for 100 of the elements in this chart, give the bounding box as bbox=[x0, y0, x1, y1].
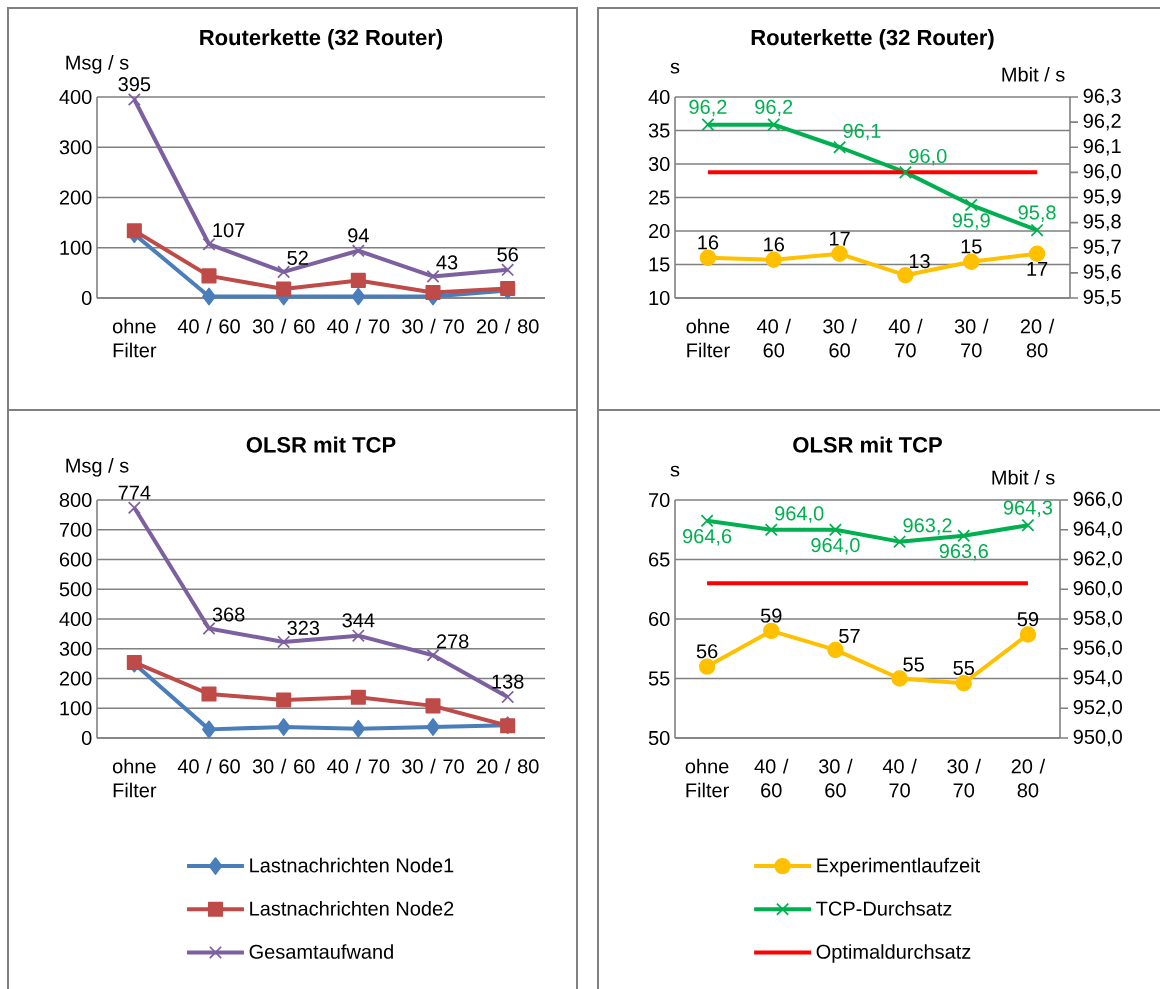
point bbox=[426, 648, 440, 662]
data-label: 52 bbox=[287, 250, 308, 265]
data-label: 43 bbox=[436, 255, 458, 270]
point bbox=[1021, 518, 1035, 532]
data-label: 17 bbox=[1027, 262, 1048, 276]
y-tick-label: 100 bbox=[60, 701, 92, 716]
point bbox=[201, 268, 217, 284]
point bbox=[955, 675, 972, 692]
x-tick-label: 30 / 70 bbox=[954, 318, 989, 358]
x-tick-label: 40 / 60 bbox=[754, 758, 789, 798]
data-label: 964,3 bbox=[1003, 500, 1053, 518]
data-label: 964,0 bbox=[775, 506, 824, 523]
point bbox=[426, 269, 440, 283]
y2-tick-label: 962,0 bbox=[1073, 551, 1122, 568]
data-label: 56 bbox=[696, 644, 718, 659]
point bbox=[700, 514, 714, 528]
y-tick-label: 30 bbox=[648, 156, 670, 172]
point bbox=[964, 198, 978, 212]
point bbox=[893, 535, 907, 549]
y2-tick-label: 95,7 bbox=[1083, 239, 1121, 256]
point bbox=[425, 284, 441, 300]
point bbox=[898, 165, 912, 179]
point bbox=[350, 272, 366, 288]
point bbox=[699, 249, 717, 266]
x-tick-label: ohne Filter bbox=[686, 318, 730, 358]
x-tick-label: 40 / 60 bbox=[177, 318, 240, 334]
y-axis-title: Msg / s bbox=[66, 54, 129, 74]
y-tick-label: 100 bbox=[60, 240, 92, 255]
point bbox=[276, 281, 292, 297]
legend-label: Optimaldurchsatz bbox=[816, 944, 971, 963]
x-tick-label: 30 / 60 bbox=[252, 318, 315, 334]
y2-tick-label: 954,0 bbox=[1073, 670, 1122, 687]
y-tick-label: 20 bbox=[649, 223, 670, 239]
data-label: 15 bbox=[961, 239, 982, 254]
data-label: 278 bbox=[436, 634, 469, 649]
data-label: 96,0 bbox=[909, 148, 947, 166]
point bbox=[501, 690, 515, 704]
data-label: 57 bbox=[839, 629, 860, 643]
x-tick-label: ohne Filter bbox=[112, 318, 157, 358]
data-label: 774 bbox=[118, 485, 151, 500]
x-tick-label: 30 / 60 bbox=[823, 318, 857, 358]
point bbox=[351, 719, 366, 738]
y2-tick-label: 96,0 bbox=[1083, 164, 1121, 181]
chart-title: Routerkette (32 Router) bbox=[751, 29, 994, 50]
point bbox=[127, 501, 141, 515]
y-axis-title: s bbox=[670, 465, 680, 477]
point bbox=[201, 686, 217, 702]
y-tick-label: 50 bbox=[648, 730, 670, 746]
point bbox=[1030, 223, 1044, 237]
y-tick-label: 600 bbox=[59, 552, 92, 567]
legend-label: Experimentlaufzeit bbox=[817, 857, 981, 877]
data-label: 94 bbox=[348, 228, 369, 243]
point bbox=[501, 263, 515, 277]
point bbox=[202, 720, 216, 739]
point bbox=[426, 718, 440, 736]
y2-axis-title: Mbit / s bbox=[1002, 66, 1065, 82]
y-tick-label: 40 bbox=[648, 89, 670, 105]
x-tick-label: 40 / 60 bbox=[756, 318, 791, 358]
data-label: 16 bbox=[698, 235, 719, 250]
data-label: 55 bbox=[903, 657, 924, 672]
y-tick-label: 0 bbox=[81, 730, 92, 746]
point bbox=[763, 622, 780, 640]
data-label: 95,9 bbox=[952, 213, 990, 230]
y-axis-title: Msg / s bbox=[66, 457, 129, 477]
data-label: 16 bbox=[764, 237, 784, 252]
x-tick-label: 30 / 70 bbox=[402, 758, 464, 774]
data-label: 56 bbox=[497, 247, 518, 262]
legend-label: TCP-Durchsatz bbox=[816, 901, 952, 916]
y-tick-label: 15 bbox=[649, 257, 670, 272]
y2-tick-label: 960,0 bbox=[1073, 580, 1122, 598]
point bbox=[827, 641, 844, 659]
x-tick-label: 40 / 70 bbox=[327, 758, 390, 774]
point bbox=[891, 670, 908, 687]
data-label: 138 bbox=[492, 674, 524, 689]
y-tick-label: 400 bbox=[59, 89, 92, 105]
x-tick-label: 30 / 60 bbox=[252, 758, 315, 774]
point bbox=[277, 635, 291, 649]
point bbox=[1028, 245, 1046, 262]
point bbox=[276, 718, 291, 736]
x-tick-label: 40 / 70 bbox=[882, 758, 917, 798]
y-tick-label: 10 bbox=[649, 290, 670, 306]
x-tick-label: ohne Filter bbox=[685, 758, 729, 798]
y2-tick-label: 964,0 bbox=[1073, 521, 1122, 538]
x-tick-label: 20 / 80 bbox=[1020, 318, 1055, 358]
y-tick-label: 800 bbox=[59, 492, 92, 508]
data-label: 17 bbox=[829, 231, 850, 246]
x-tick-label: 40 / 70 bbox=[327, 318, 390, 334]
y-tick-label: 700 bbox=[59, 522, 92, 537]
point bbox=[351, 244, 365, 258]
y2-tick-label: 95,8 bbox=[1083, 214, 1121, 231]
y2-tick-label: 952,0 bbox=[1073, 699, 1122, 717]
point bbox=[957, 529, 971, 543]
x-tick-label: ohne Filter bbox=[112, 758, 157, 798]
data-label: 13 bbox=[909, 254, 930, 269]
legend-label: Lastnachrichten Node2 bbox=[250, 901, 454, 916]
y-tick-label: 300 bbox=[59, 641, 92, 656]
x-tick-label: 30 / 70 bbox=[402, 318, 464, 334]
legend-label: Gesamtaufwand bbox=[249, 944, 393, 959]
chart-title: OLSR mit TCP bbox=[246, 436, 396, 453]
data-label: 368 bbox=[212, 607, 245, 622]
